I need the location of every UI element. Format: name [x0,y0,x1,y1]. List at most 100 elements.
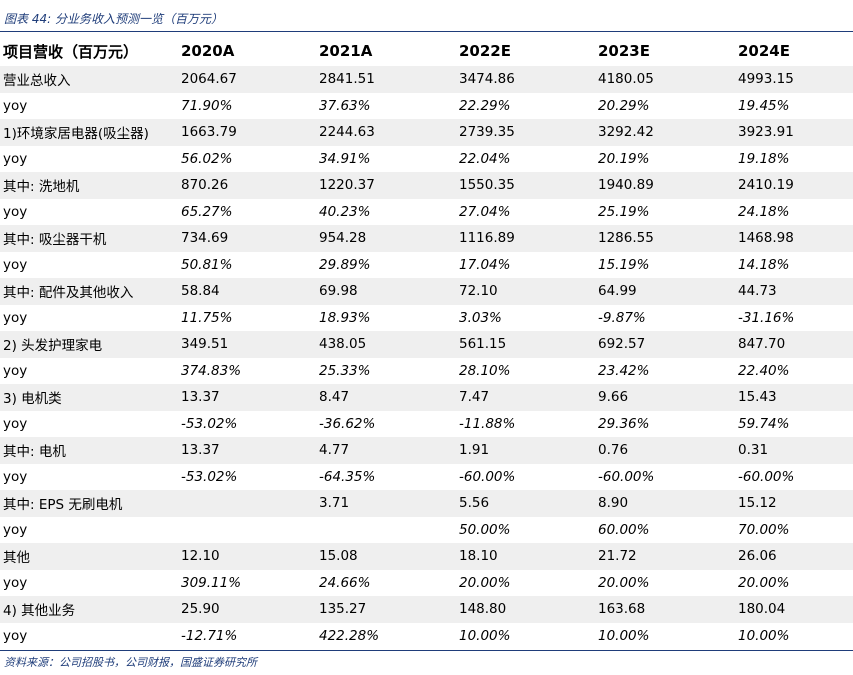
row-label: 4) 其他业务 [0,596,177,623]
cell-value: 5.56 [455,490,594,517]
row-label: 1)环境家居电器(吸尘器) [0,119,177,146]
cell-value: 11.75% [181,309,233,326]
cell-value [315,517,455,544]
source-note: 资料来源：公司招股书，公司财报，国盛证券研究所 [4,656,257,669]
cell-value: 50.81% [181,256,233,273]
cell-value: 4.77 [315,437,455,464]
table-row-yoy: yoy 50.00% 60.00% 70.00% [0,517,853,544]
cell-value: 15.19% [598,256,650,273]
cell-value: 23.42% [598,362,650,379]
cell-value: 1116.89 [455,225,594,252]
cell-value: 18.93% [319,309,371,326]
header-year: 2020A [181,42,235,60]
table-row: 其中: EPS 无刷电机 3.71 5.56 8.90 15.12 [0,490,853,517]
cell-value: 561.15 [455,331,594,358]
cell-value: -53.02% [181,415,238,432]
table-row-yoy: yoy 50.81% 29.89% 17.04% 15.19% 14.18% [0,252,853,279]
row-label: 其中: 洗地机 [0,172,177,199]
row-label: 其中: 配件及其他收入 [0,278,177,305]
table-row: 2) 头发护理家电 349.51 438.05 561.15 692.57 847.70 [0,331,853,358]
cell-value: 29.89% [319,256,371,273]
cell-value: 24.18% [738,203,790,220]
cell-value: 13.37 [177,437,315,464]
table-row-yoy: yoy -53.02% -64.35% -60.00% -60.00% -60.00% [0,464,853,491]
cell-value: -36.62% [319,415,376,432]
cell-value: 59.74% [738,415,790,432]
cell-value: 27.04% [459,203,511,220]
cell-value: 422.28% [319,627,380,644]
row-label: 其中: 电机 [0,437,177,464]
cell-value: -64.35% [319,468,376,485]
cell-value: 7.47 [455,384,594,411]
cell-value: 13.37 [177,384,315,411]
table-row: 其中: 吸尘器干机 734.69 954.28 1116.89 1286.55 1468.… [0,225,853,252]
cell-value: 19.45% [738,97,790,114]
cell-value: 60.00% [598,521,650,538]
row-label: 2) 头发护理家电 [0,331,177,358]
table-row: 其中: 电机 13.37 4.77 1.91 0.76 0.31 [0,437,853,464]
cell-value: 309.11% [181,574,242,591]
cell-value: 2841.51 [315,66,455,93]
cell-value: 22.04% [459,150,511,167]
cell-value: 25.19% [598,203,650,220]
table-row: 其他 12.10 15.08 18.10 21.72 26.06 [0,543,853,570]
cell-value: 2244.63 [315,119,455,146]
table-row-yoy: yoy 374.83% 25.33% 28.10% 23.42% 22.40% [0,358,853,385]
table-row: 3) 电机类 13.37 8.47 7.47 9.66 15.43 [0,384,853,411]
cell-value: 1286.55 [594,225,734,252]
cell-value: 37.63% [319,97,371,114]
table-row-yoy: yoy 71.90% 37.63% 22.29% 20.29% 19.45% [0,93,853,120]
row-label: yoy [3,203,28,220]
table-row-yoy: yoy -53.02% -36.62% -11.88% 29.36% 59.74% [0,411,853,438]
cell-value: 374.83% [181,362,242,379]
cell-value: 56.02% [181,150,233,167]
row-label: yoy [3,521,28,538]
table-row: 营业总收入 2064.67 2841.51 3474.86 4180.05 4993.15 [0,66,853,93]
cell-value: 70.00% [738,521,790,538]
cell-value: 20.19% [598,150,650,167]
cell-value: 44.73 [734,278,853,305]
cell-value: 72.10 [455,278,594,305]
cell-value: 148.80 [455,596,594,623]
cell-value: -12.71% [181,627,238,644]
cell-value: 64.99 [594,278,734,305]
cell-value: 25.33% [319,362,371,379]
top-rule [0,31,853,32]
cell-value: 19.18% [738,150,790,167]
table-caption: 图表 44: 分业务收入预测一览（百万元） [4,12,223,26]
row-label: yoy [3,309,28,326]
cell-value [177,490,315,517]
table-row-yoy: yoy 56.02% 34.91% 22.04% 20.19% 19.18% [0,146,853,173]
cell-value: 3.71 [315,490,455,517]
cell-value: 10.00% [598,627,650,644]
cell-value: 3292.42 [594,119,734,146]
cell-value [177,517,315,544]
cell-value: 2410.19 [734,172,853,199]
cell-value: 8.90 [594,490,734,517]
cell-value: 71.90% [181,97,233,114]
header-year: 2024E [738,42,790,60]
cell-value: 28.10% [459,362,511,379]
row-label: yoy [3,415,28,432]
cell-value: 10.00% [738,627,790,644]
cell-value: -31.16% [738,309,795,326]
cell-value: 24.66% [319,574,371,591]
cell-value: 1468.98 [734,225,853,252]
cell-value: 438.05 [315,331,455,358]
cell-value: 8.47 [315,384,455,411]
cell-value: 10.00% [459,627,511,644]
cell-value: 29.36% [598,415,650,432]
cell-value: 847.70 [734,331,853,358]
row-label: yoy [3,362,28,379]
cell-value: 9.66 [594,384,734,411]
bottom-rule [0,650,853,651]
cell-value: 163.68 [594,596,734,623]
cell-value: 34.91% [319,150,371,167]
cell-value: 1663.79 [177,119,315,146]
cell-value: 14.18% [738,256,790,273]
cell-value: -11.88% [459,415,516,432]
cell-value: 20.29% [598,97,650,114]
cell-value: 58.84 [177,278,315,305]
row-label: yoy [3,256,28,273]
table-row-yoy: yoy 65.27% 40.23% 27.04% 25.19% 24.18% [0,199,853,226]
